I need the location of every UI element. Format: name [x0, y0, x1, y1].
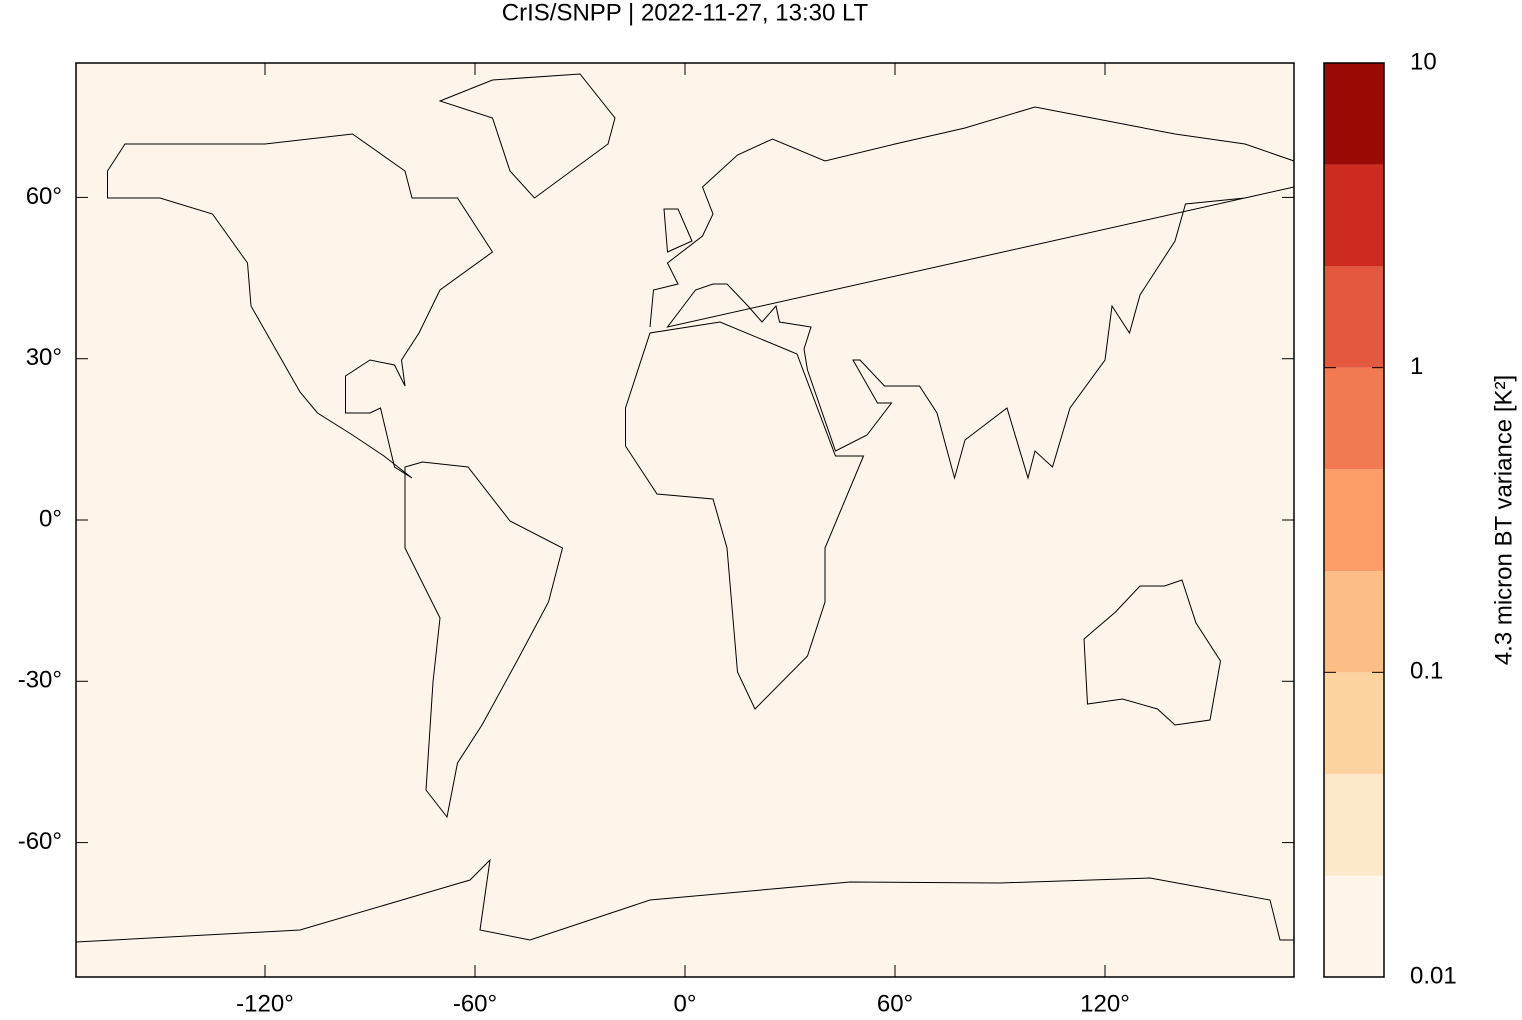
colorbar-frame [1323, 62, 1385, 978]
coastline [1083, 579, 1222, 726]
coastline [438, 73, 616, 199]
x-tick-label: -120° [236, 990, 294, 1017]
coastline [404, 461, 564, 819]
coastline [625, 321, 865, 710]
coastline [649, 106, 1295, 480]
colorbar-segment [1324, 63, 1384, 165]
colorbar-segment [1324, 672, 1384, 774]
map-background [76, 63, 1294, 977]
colorbar-segment [1324, 571, 1384, 673]
coastline [107, 133, 494, 479]
colorbar-tick-label: 10 [1410, 48, 1437, 75]
colorbar-tick-label: 1 [1410, 353, 1423, 380]
coastline [663, 208, 693, 253]
colorbar-tick-label: 0.1 [1410, 658, 1443, 685]
colorbar-segment [1324, 266, 1384, 368]
coastline [75, 858, 1294, 943]
y-tick-label: -60° [18, 828, 62, 855]
y-tick-label: 30° [26, 344, 62, 371]
coastlines [75, 73, 1295, 943]
colorbar-label: 4.3 micron BT variance [K²] [1490, 375, 1517, 665]
x-tick-label: -60° [453, 990, 497, 1017]
colorbar-segment [1324, 469, 1384, 572]
y-tick-label: 0° [39, 505, 62, 532]
colorbar-tick-label: 0.01 [1410, 962, 1457, 989]
x-tick-label: 0° [674, 990, 697, 1017]
colorbar-segment [1324, 773, 1384, 876]
x-tick-label: 120° [1080, 990, 1130, 1017]
chart-title: CrIS/SNPP | 2022-11-27, 13:30 LT [502, 0, 869, 26]
colorbar-segment [1324, 164, 1384, 267]
y-tick-label: 60° [26, 183, 62, 210]
y-tick-label: -30° [18, 667, 62, 694]
x-tick-label: 60° [877, 990, 913, 1017]
colorbar-segment [1324, 367, 1384, 470]
colorbar-segment [1324, 875, 1384, 977]
